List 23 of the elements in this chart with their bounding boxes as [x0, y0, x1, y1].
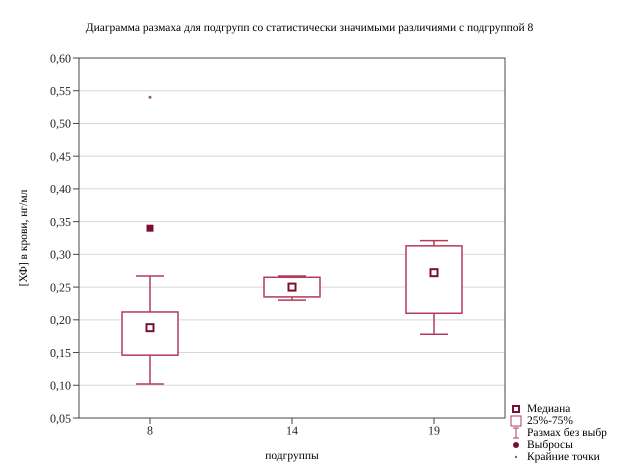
- y-axis-title: [ХФ] в крови, нг/мл: [18, 190, 30, 286]
- y-tick-label: 0,15: [50, 346, 71, 360]
- text: Крайние точки: [527, 451, 600, 463]
- y-tick-label: 0,60: [50, 51, 71, 66]
- y-tick-label: 0,20: [50, 313, 71, 328]
- x-tick-label: 8: [147, 424, 153, 438]
- y-tick-label: 0,30: [50, 248, 71, 262]
- x-axis-title: подгруппы: [264, 450, 320, 462]
- text: Размах без выбр: [527, 427, 607, 439]
- x-tick-label: 19: [428, 424, 440, 438]
- y-tick-label: 0,25: [50, 280, 71, 294]
- text: 25%-75%: [527, 415, 573, 427]
- y-tick-label: 0,45: [50, 149, 71, 164]
- text: Медиана: [527, 403, 570, 415]
- chart-title: Диаграмма размаха для подгрупп со статистически значимыми различиями с подгруппой 8: [84, 22, 534, 34]
- x-tick-label: 14: [286, 424, 298, 438]
- y-tick-label: 0,10: [50, 378, 71, 393]
- y-tick-label: 0,55: [50, 84, 71, 98]
- y-tick-label: 0,05: [50, 411, 71, 426]
- text: Выбросы: [527, 439, 573, 451]
- y-tick-label: 0,50: [50, 116, 71, 131]
- y-tick-label: 0,35: [50, 214, 71, 229]
- y-tick-label: 0,40: [50, 182, 71, 196]
